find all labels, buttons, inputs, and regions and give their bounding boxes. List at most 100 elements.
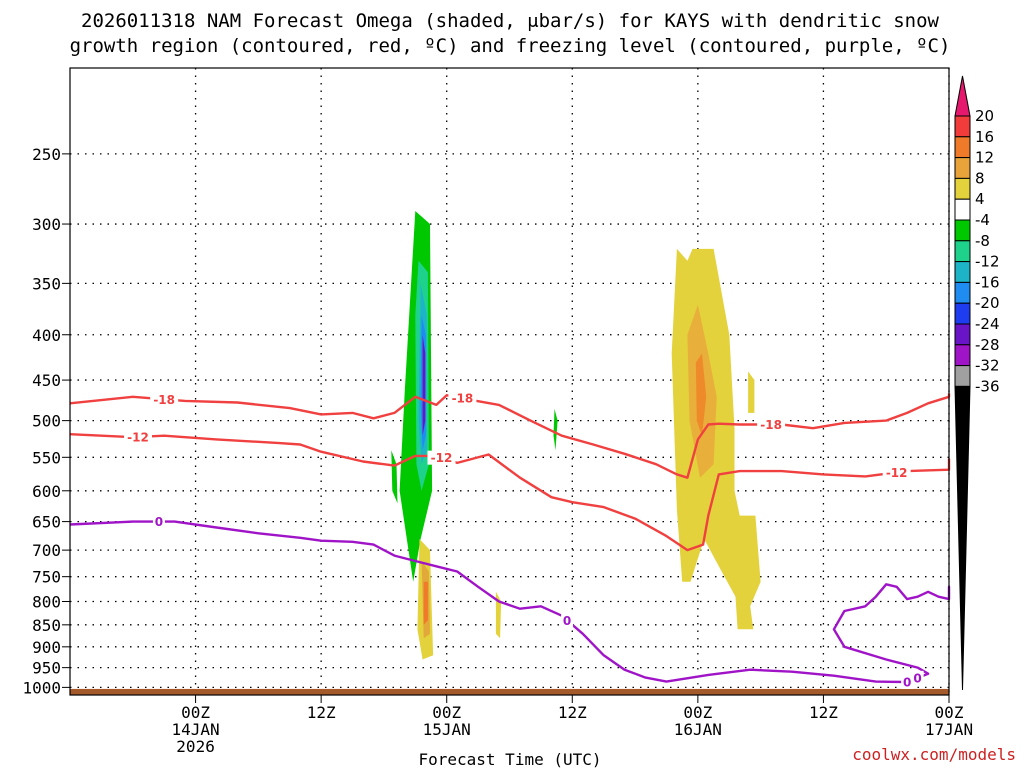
contour-label-bg-dgz-minus18-2 [757, 417, 786, 432]
contour-label-bg-dgz-minus12-2 [882, 465, 911, 480]
contour-label-bg-freezing-level-0 [152, 514, 165, 529]
x-tick-label-30-1: 00Z [432, 703, 461, 722]
title-line-1: 2026011318 NAM Forecast Omega (shaded, μ… [81, 10, 939, 32]
y-tick-label-450: 450 [32, 371, 61, 390]
y-axis-ticks: 250 300 350 400 450 500 550 600 650 700 750 800 850 9… [22, 145, 70, 697]
colorbar-label--32: -32 [975, 357, 1000, 375]
y-tick-label-900: 900 [32, 638, 61, 657]
contour-label-bg-dgz-minus12-1 [427, 450, 456, 465]
contour-dgz-minus12 [69, 433, 951, 552]
chart-title: 2026011318 NAM Forecast Omega (shaded, μ… [70, 10, 951, 57]
plot-frame [69, 67, 950, 696]
colorbar-bin-4 [954, 198, 971, 221]
omega-region-12-14 [695, 353, 707, 436]
y-tick-label-600: 600 [32, 482, 61, 501]
contour-label-freezing-level-2: 0 [903, 675, 911, 689]
colorbar-label--20: -20 [975, 294, 1000, 312]
x-tick-label-6-3: 2026 [176, 737, 215, 756]
colorbar-bin-8 [954, 281, 971, 304]
colorbar-bin-2 [954, 157, 971, 179]
colorbar-label--24: -24 [975, 315, 1000, 333]
omega-shading [391, 211, 761, 660]
omega-region--24-4 [422, 334, 426, 436]
omega-region-4-10 [495, 591, 502, 639]
contour-freezing-level [69, 520, 951, 684]
y-tick-label-350: 350 [32, 274, 61, 293]
colorbar-bin-11 [954, 344, 971, 367]
contour-label-freezing-level-1: 0 [563, 614, 571, 628]
colorbar-bin-5 [954, 219, 971, 242]
x-tick-label-78-1: 00Z [935, 703, 964, 722]
contour-label-bg-freezing-level-2 [901, 674, 914, 689]
colorbar-label--4: -4 [975, 211, 990, 229]
plot-area [70, 68, 949, 695]
colorbar-label-12: 12 [975, 149, 994, 167]
colorbar-label--28: -28 [975, 336, 1000, 354]
credit-text: coolwx.com/models [852, 745, 1016, 764]
x-tick-label-78-2: 17JAN [925, 720, 973, 739]
contour-label-dgz-minus18-2: -18 [760, 418, 782, 432]
y-tick-label-700: 700 [32, 541, 61, 560]
contour-label-bg-freezing-level-1 [561, 613, 574, 628]
contour-label-freezing-level-3: 0 [913, 671, 921, 685]
contour-label-bg-dgz-minus18-0 [150, 392, 179, 407]
x-tick-label-66-1: 12Z [809, 703, 838, 722]
colorbar-label-8: 8 [975, 169, 985, 187]
contour-label-dgz-minus12-2: -12 [886, 466, 908, 480]
colorbar-label--36: -36 [975, 377, 1000, 395]
x-tick-label-18-1: 12Z [307, 703, 336, 722]
contour-label-dgz-minus18-1: -18 [452, 392, 474, 406]
ground-surface [70, 688, 949, 695]
y-tick-label-400: 400 [32, 326, 61, 345]
colorbar-bin-10 [954, 323, 971, 346]
colorbar-bottom-triangle [954, 385, 971, 691]
colorbar-bin-3 [954, 177, 971, 200]
contour-label-dgz-minus12-0: -12 [127, 430, 149, 444]
colorbar: 20 16 12 8 4 -4 -8 -12 -16 -20 -24 -28 -32 -36 [954, 75, 1000, 691]
colorbar-bin-7 [954, 261, 971, 283]
x-axis-title: Forecast Time (UTC) [418, 750, 601, 768]
contour-label-dgz-minus12-1: -12 [431, 451, 453, 465]
contour-dgz-minus18 [69, 393, 951, 479]
colorbar-label-20: 20 [975, 107, 994, 125]
y-tick-label-500: 500 [32, 412, 61, 431]
y-tick-label-550: 550 [32, 448, 61, 467]
y-tick-label-300: 300 [32, 215, 61, 234]
colorbar-label-16: 16 [975, 128, 994, 146]
x-tick-label-54-1: 00Z [683, 703, 712, 722]
y-tick-label-1000: 1000 [22, 678, 61, 697]
colorbar-label--16: -16 [975, 273, 1000, 291]
omega-region--4-5 [391, 450, 398, 504]
omega-region-12-9 [423, 581, 428, 625]
x-tick-label-42-1: 12Z [558, 703, 587, 722]
temperature-contours [69, 393, 951, 684]
contour-label-dgz-minus18-0: -18 [153, 393, 175, 407]
colorbar-top-triangle [954, 75, 971, 117]
x-tick-label-54-2: 16JAN [674, 720, 722, 739]
colorbar-label--12: -12 [975, 253, 1000, 271]
omega-region-4-12 [748, 371, 755, 413]
y-tick-label-750: 750 [32, 568, 61, 587]
colorbar-bin-0 [954, 115, 971, 138]
ground-strip [70, 688, 949, 695]
colorbar-label--8: -8 [975, 232, 990, 250]
colorbar-bin-1 [954, 136, 971, 159]
contour-label-freezing-level-0: 0 [155, 515, 163, 529]
colorbar-bin-6 [954, 240, 971, 263]
contour-label-bg-dgz-minus18-1 [448, 391, 477, 406]
colorbar-label-4: 4 [975, 190, 985, 208]
y-tick-label-850: 850 [32, 616, 61, 635]
contour-label-bg-dgz-minus12-0 [124, 429, 153, 444]
y-tick-label-800: 800 [32, 593, 61, 612]
colorbar-bin-12 [954, 365, 971, 387]
title-line-2: growth region (contoured, red, ºC) and f… [70, 35, 951, 57]
colorbar-bin-9 [954, 302, 971, 325]
y-tick-label-250: 250 [32, 145, 61, 164]
y-tick-label-950: 950 [32, 659, 61, 678]
x-tick-label-30-2: 15JAN [423, 720, 471, 739]
omega-region--4-6 [553, 408, 558, 451]
x-tick-label-6-2: 14JAN [171, 720, 219, 739]
